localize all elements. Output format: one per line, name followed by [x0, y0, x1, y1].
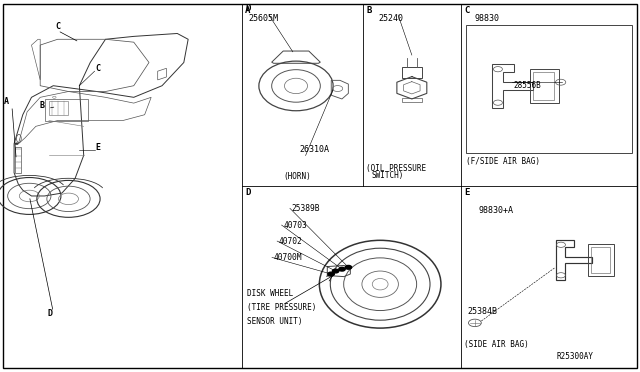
Text: SWITCH): SWITCH): [371, 171, 404, 180]
Circle shape: [328, 272, 334, 276]
Circle shape: [15, 143, 18, 145]
Bar: [591, 247, 611, 273]
Bar: [49, 102, 68, 115]
Text: D: D: [245, 4, 250, 13]
Text: (TIRE PRESSURE): (TIRE PRESSURE): [247, 303, 316, 312]
Text: 40702: 40702: [279, 237, 303, 246]
Text: 40703: 40703: [284, 221, 307, 230]
Text: SENSOR UNIT): SENSOR UNIT): [247, 317, 303, 326]
Text: A: A: [4, 97, 9, 106]
Text: 26310A: 26310A: [300, 145, 329, 154]
Text: (OIL PRESSURE: (OIL PRESSURE: [366, 164, 426, 173]
Text: D: D: [245, 188, 250, 197]
Text: 40700M: 40700M: [274, 253, 303, 262]
Text: B: B: [40, 101, 45, 110]
Bar: [533, 72, 554, 100]
Text: R25300AY: R25300AY: [557, 352, 594, 361]
Text: C: C: [55, 22, 60, 31]
Text: (HORN): (HORN): [283, 172, 311, 181]
Text: 25605M: 25605M: [248, 14, 278, 23]
Text: 25389B: 25389B: [292, 204, 321, 213]
Text: C: C: [96, 64, 101, 73]
Text: 25240: 25240: [379, 14, 404, 23]
Text: A: A: [245, 6, 250, 15]
Text: C: C: [464, 6, 469, 15]
Text: 98830+A: 98830+A: [479, 206, 514, 215]
Circle shape: [339, 267, 345, 271]
Text: DISK WHEEL: DISK WHEEL: [247, 289, 293, 298]
Bar: [15, 147, 20, 173]
Text: 98830: 98830: [475, 14, 500, 23]
Circle shape: [345, 266, 351, 269]
Text: (SIDE AIR BAG): (SIDE AIR BAG): [464, 340, 529, 349]
Bar: [402, 98, 422, 102]
Bar: [466, 25, 632, 153]
Text: 28556B: 28556B: [513, 81, 541, 90]
Text: E: E: [464, 188, 469, 197]
Text: E: E: [96, 142, 101, 151]
Text: 25384B: 25384B: [467, 307, 497, 315]
Text: D: D: [47, 309, 52, 318]
Circle shape: [332, 269, 339, 273]
Bar: [589, 244, 614, 276]
Text: B: B: [366, 6, 371, 15]
Bar: [530, 69, 559, 103]
Text: (F/SIDE AIR BAG): (F/SIDE AIR BAG): [466, 157, 540, 166]
Bar: [45, 99, 88, 121]
Bar: [402, 67, 422, 78]
